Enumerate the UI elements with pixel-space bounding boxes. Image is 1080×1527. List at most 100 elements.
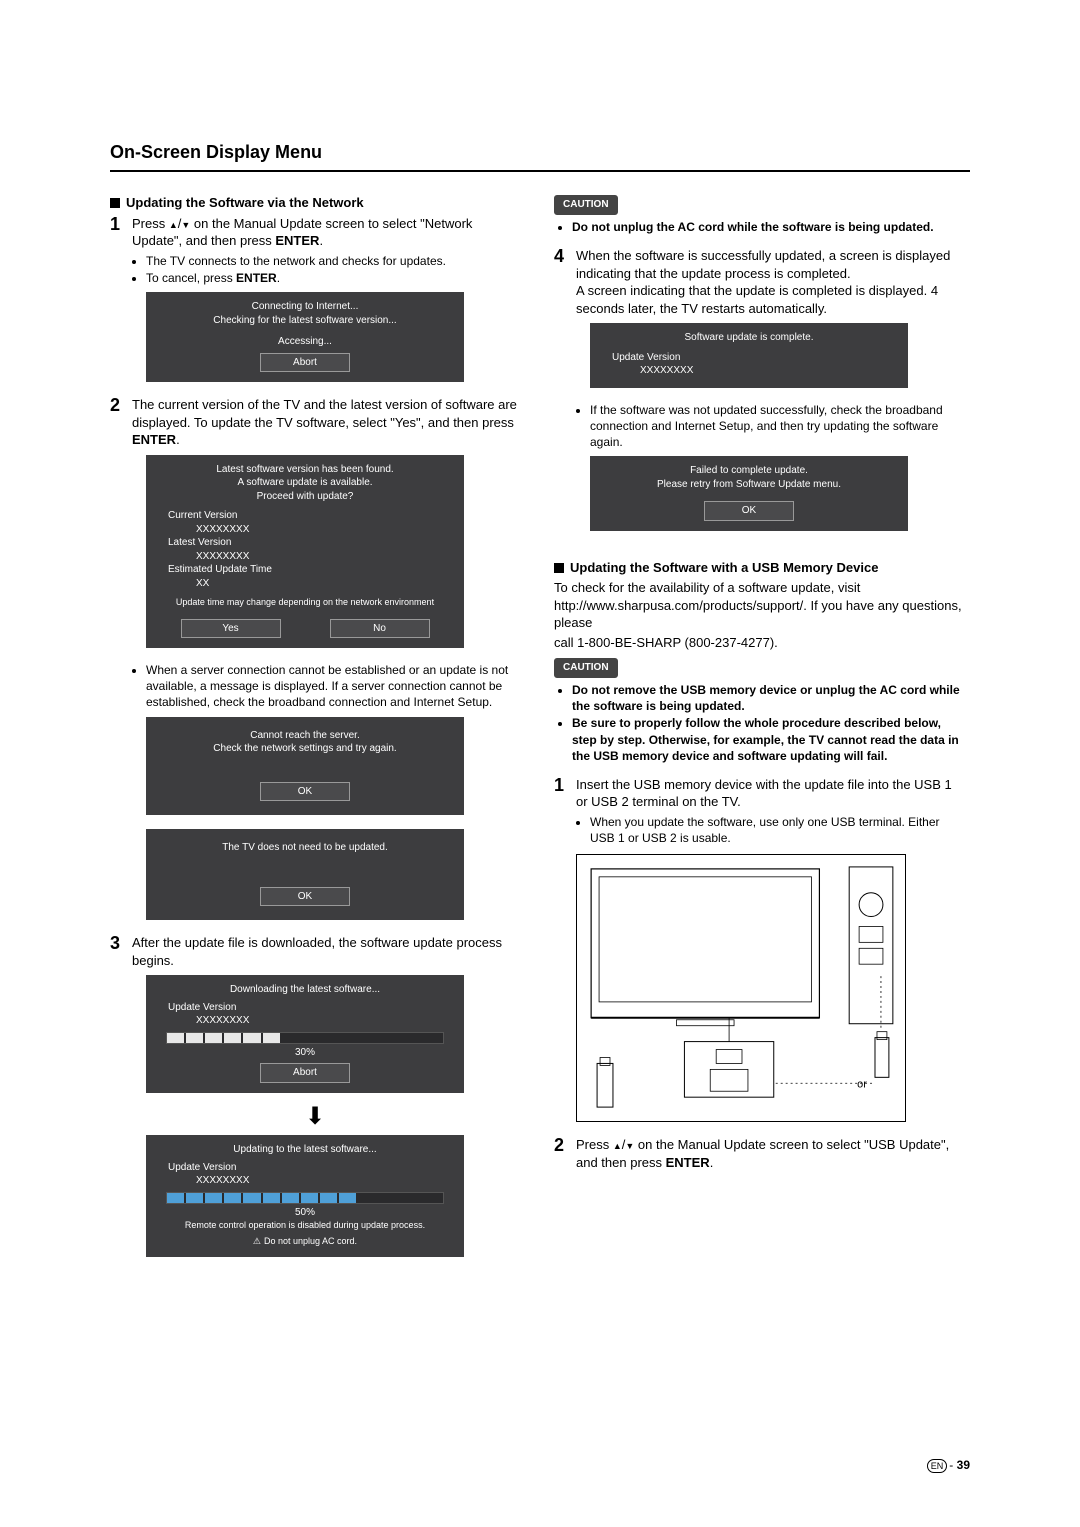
title-rule — [110, 170, 970, 172]
step-body: The current version of the TV and the la… — [132, 396, 520, 449]
step-4: 4 When the software is successfully upda… — [554, 247, 964, 317]
percent: 50% — [156, 1206, 454, 1220]
ok-button[interactable]: OK — [704, 501, 794, 521]
text: Downloading the latest software... — [156, 983, 454, 997]
label: Current Version — [156, 509, 454, 523]
label: Update Version — [156, 1161, 454, 1175]
button-row: Yes No — [156, 615, 454, 639]
text: Press — [576, 1137, 613, 1152]
or-label: or — [857, 1079, 867, 1091]
step-body: Press / on the Manual Update screen to s… — [576, 1136, 964, 1171]
tv-diagram: or — [576, 854, 906, 1122]
caution-badge: CAUTION — [554, 195, 618, 215]
caution-badge: CAUTION — [554, 658, 618, 678]
page-title: On-Screen Display Menu — [110, 140, 970, 164]
text: To cancel, press — [146, 271, 236, 285]
square-bullet-icon — [110, 198, 120, 208]
label: Update Version — [156, 1001, 454, 1015]
text: Checking for the latest software version… — [156, 314, 454, 328]
subhead-network-text: Updating the Software via the Network — [126, 194, 364, 212]
bullet: If the software was not updated successf… — [590, 402, 964, 451]
text: Latest software version has been found. — [156, 463, 454, 477]
bullet: The TV connects to the network and check… — [146, 253, 520, 269]
step-num: 3 — [110, 934, 132, 969]
right-column: CAUTION Do not unplug the AC cord while … — [554, 194, 964, 1271]
value: XXXXXXXX — [156, 1174, 454, 1188]
triangle-up-icon — [169, 216, 178, 231]
note: Remote control operation is disabled dur… — [156, 1219, 454, 1231]
text: When the software is successfully update… — [576, 248, 950, 281]
caution-item: Be sure to properly follow the whole pro… — [572, 715, 964, 764]
usb-intro: To check for the availability of a softw… — [554, 579, 964, 632]
step-num: 1 — [554, 776, 576, 811]
step-num: 2 — [554, 1136, 576, 1171]
note: Update time may change depending on the … — [156, 596, 454, 608]
value: XXXXXXXX — [156, 523, 454, 537]
panel-cannot-reach: Cannot reach the server. Check the netwo… — [146, 717, 464, 816]
panel-complete: Software update is complete. Update Vers… — [590, 323, 908, 388]
label: Latest Version — [156, 536, 454, 550]
progress-bar — [166, 1032, 444, 1044]
abort-button[interactable]: Abort — [260, 1063, 350, 1083]
step-body: Press / on the Manual Update screen to s… — [132, 215, 520, 250]
text: A screen indicating that the update is c… — [576, 283, 938, 316]
page-number: EN- 39 — [927, 1457, 970, 1473]
panel-no-update: The TV does not need to be updated. OK — [146, 829, 464, 920]
yes-button[interactable]: Yes — [181, 619, 281, 639]
enter-label: ENTER — [236, 271, 277, 285]
caution-list: Do not unplug the AC cord while the soft… — [558, 219, 964, 235]
text: Failed to complete update. — [600, 464, 898, 478]
text: Software update is complete. — [600, 331, 898, 345]
subhead-network: Updating the Software via the Network — [110, 194, 520, 212]
panel-downloading: Downloading the latest software... Updat… — [146, 975, 464, 1093]
text: Please retry from Software Update menu. — [600, 478, 898, 492]
usb-phone: call 1-800-BE-SHARP (800-237-4277). — [554, 634, 964, 652]
step-body: After the update file is downloaded, the… — [132, 934, 520, 969]
columns: Updating the Software via the Network 1 … — [110, 194, 970, 1271]
text: Updating to the latest software... — [156, 1143, 454, 1157]
step4-bullets: If the software was not updated successf… — [576, 402, 964, 451]
text: The current version of the TV and the la… — [132, 397, 517, 430]
step-body: When the software is successfully update… — [576, 247, 964, 317]
left-column: Updating the Software via the Network 1 … — [110, 194, 520, 1271]
step-1: 1 Press / on the Manual Update screen to… — [110, 215, 520, 250]
label: Update Version — [600, 351, 898, 365]
panel-updating: Updating to the latest software... Updat… — [146, 1135, 464, 1257]
enter-label: ENTER — [132, 432, 176, 447]
bullet: When a server connection cannot be estab… — [146, 662, 520, 711]
step-num: 1 — [110, 215, 132, 250]
panel-found: Latest software version has been found. … — [146, 455, 464, 648]
step1-bullets: The TV connects to the network and check… — [132, 253, 520, 286]
caution-item: Do not unplug the AC cord while the soft… — [572, 219, 964, 235]
ok-button[interactable]: OK — [260, 887, 350, 907]
caution-item: Do not remove the USB memory device or u… — [572, 682, 964, 714]
value: XXXXXXXX — [600, 364, 898, 378]
panel-failed: Failed to complete update. Please retry … — [590, 456, 908, 531]
percent: 30% — [156, 1046, 454, 1060]
value: XXXXXXXX — [156, 550, 454, 564]
step-2: 2 The current version of the TV and the … — [110, 396, 520, 449]
ok-button[interactable]: OK — [260, 782, 350, 802]
text: To check for the availability of a softw… — [554, 580, 962, 630]
lang-badge: EN — [927, 1459, 948, 1473]
value: XXXXXXXX — [156, 1014, 454, 1028]
triangle-down-icon — [625, 1137, 634, 1152]
text: Connecting to Internet... — [156, 300, 454, 314]
text: A software update is available. — [156, 476, 454, 490]
text: Proceed with update? — [156, 490, 454, 504]
subhead-usb-text: Updating the Software with a USB Memory … — [570, 559, 878, 577]
triangle-down-icon — [181, 216, 190, 231]
arrow-down-icon: ⬇ — [110, 1101, 520, 1133]
step-num: 4 — [554, 247, 576, 317]
label: Estimated Update Time — [156, 563, 454, 577]
page-num-value: 39 — [957, 1458, 970, 1472]
no-button[interactable]: No — [330, 619, 430, 639]
panel-connecting: Connecting to Internet... Checking for t… — [146, 292, 464, 382]
abort-button[interactable]: Abort — [260, 353, 350, 373]
enter-label: ENTER — [275, 233, 319, 248]
square-bullet-icon — [554, 563, 564, 573]
usb-step-1: 1 Insert the USB memory device with the … — [554, 776, 964, 811]
triangle-up-icon — [613, 1137, 622, 1152]
enter-label: ENTER — [666, 1155, 710, 1170]
value: XX — [156, 577, 454, 591]
